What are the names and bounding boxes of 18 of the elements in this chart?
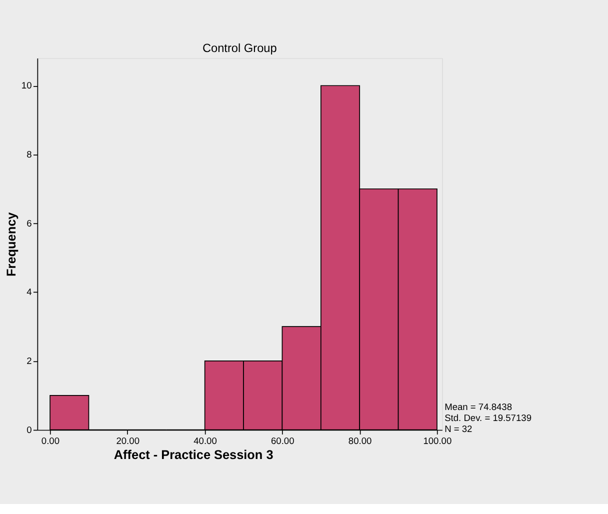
x-tick-label: 80.00 [348,436,372,446]
chart-title: Control Group [202,41,278,56]
y-tick-label: 8 [26,149,32,160]
y-tick-label: 10 [21,80,32,91]
y-tick-label: 2 [26,356,32,366]
text: Std. Dev. = 19.57139 [444,412,532,423]
x-axis-title: Affect - Practice Session 3 [114,448,274,462]
text: Mean = 74.8438 [444,402,512,412]
y-axis-title: Frequency [4,212,18,276]
y-tick-label: 4 [26,287,32,298]
y-tick-label: 6 [26,218,32,228]
x-tick-label: 100.00 [423,436,452,446]
x-tick-label: 40.00 [194,436,217,446]
x-tick-label: 20.00 [116,436,140,446]
x-tick-label: 0.00 [41,436,60,446]
x-tick-label: 60.00 [271,436,294,446]
y-tick-label: 0 [26,424,32,435]
text: N = 32 [444,424,472,434]
